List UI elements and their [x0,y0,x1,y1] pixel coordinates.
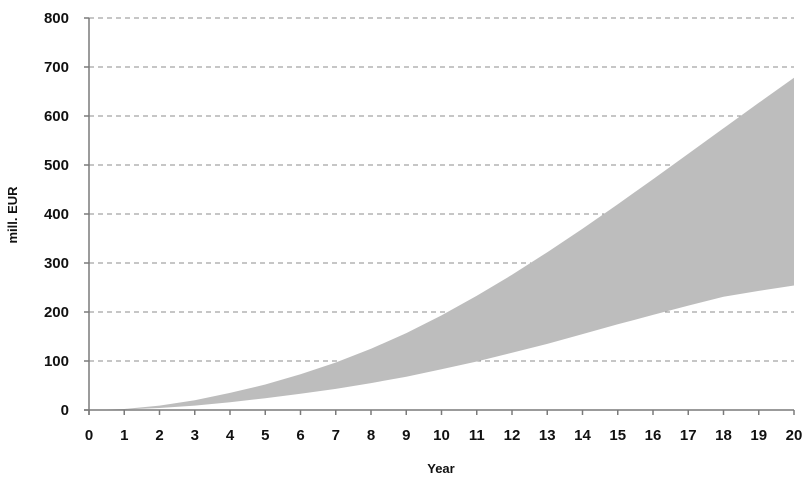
x-tick-label-16: 16 [645,427,662,444]
x-tick-label-0: 0 [85,427,93,444]
range-band [89,77,794,411]
x-tick-label-3: 3 [191,427,199,444]
x-tick-label-14: 14 [574,427,591,444]
gridlines [89,17,794,362]
y-tick-label-500: 500 [44,157,69,174]
y-axis-title: mill. EUR [5,186,20,244]
x-tick-label-8: 8 [367,427,375,444]
y-tick-label-100: 100 [44,353,69,370]
x-tick-label-11: 11 [469,427,485,444]
x-tick-label-10: 10 [433,427,450,444]
x-tick-label-9: 9 [402,427,410,444]
data-band [89,77,794,411]
x-tick-label-20: 20 [786,427,803,444]
x-tick-label-5: 5 [261,427,269,444]
x-tick-labels: 0 1 2 3 4 5 6 7 8 9 10 11 12 13 14 15 16 17 18 19 20 [85,427,803,444]
y-tick-label-200: 200 [44,304,69,321]
x-tick-label-1: 1 [120,427,128,444]
x-tick-label-7: 7 [332,427,340,444]
y-tick-labels: 0 100 200 300 400 500 600 700 800 [44,10,69,419]
x-tick-label-6: 6 [296,427,304,444]
x-tick-label-18: 18 [715,427,732,444]
x-tick-label-15: 15 [609,427,626,444]
y-tick-label-700: 700 [44,59,69,76]
y-tick-label-400: 400 [44,206,69,223]
y-tick-label-0: 0 [61,402,69,419]
x-tick-label-2: 2 [155,427,163,444]
x-tick-label-19: 19 [750,427,767,444]
x-tick-label-13: 13 [539,427,556,444]
y-tick-label-300: 300 [44,255,69,272]
x-tick-label-4: 4 [226,427,235,444]
y-tick-label-600: 600 [44,108,69,125]
x-tick-label-12: 12 [504,427,521,444]
y-tick-label-800: 800 [44,10,69,27]
x-tick-label-17: 17 [680,427,697,444]
x-axis-title: Year [427,461,454,476]
axes [84,17,795,415]
